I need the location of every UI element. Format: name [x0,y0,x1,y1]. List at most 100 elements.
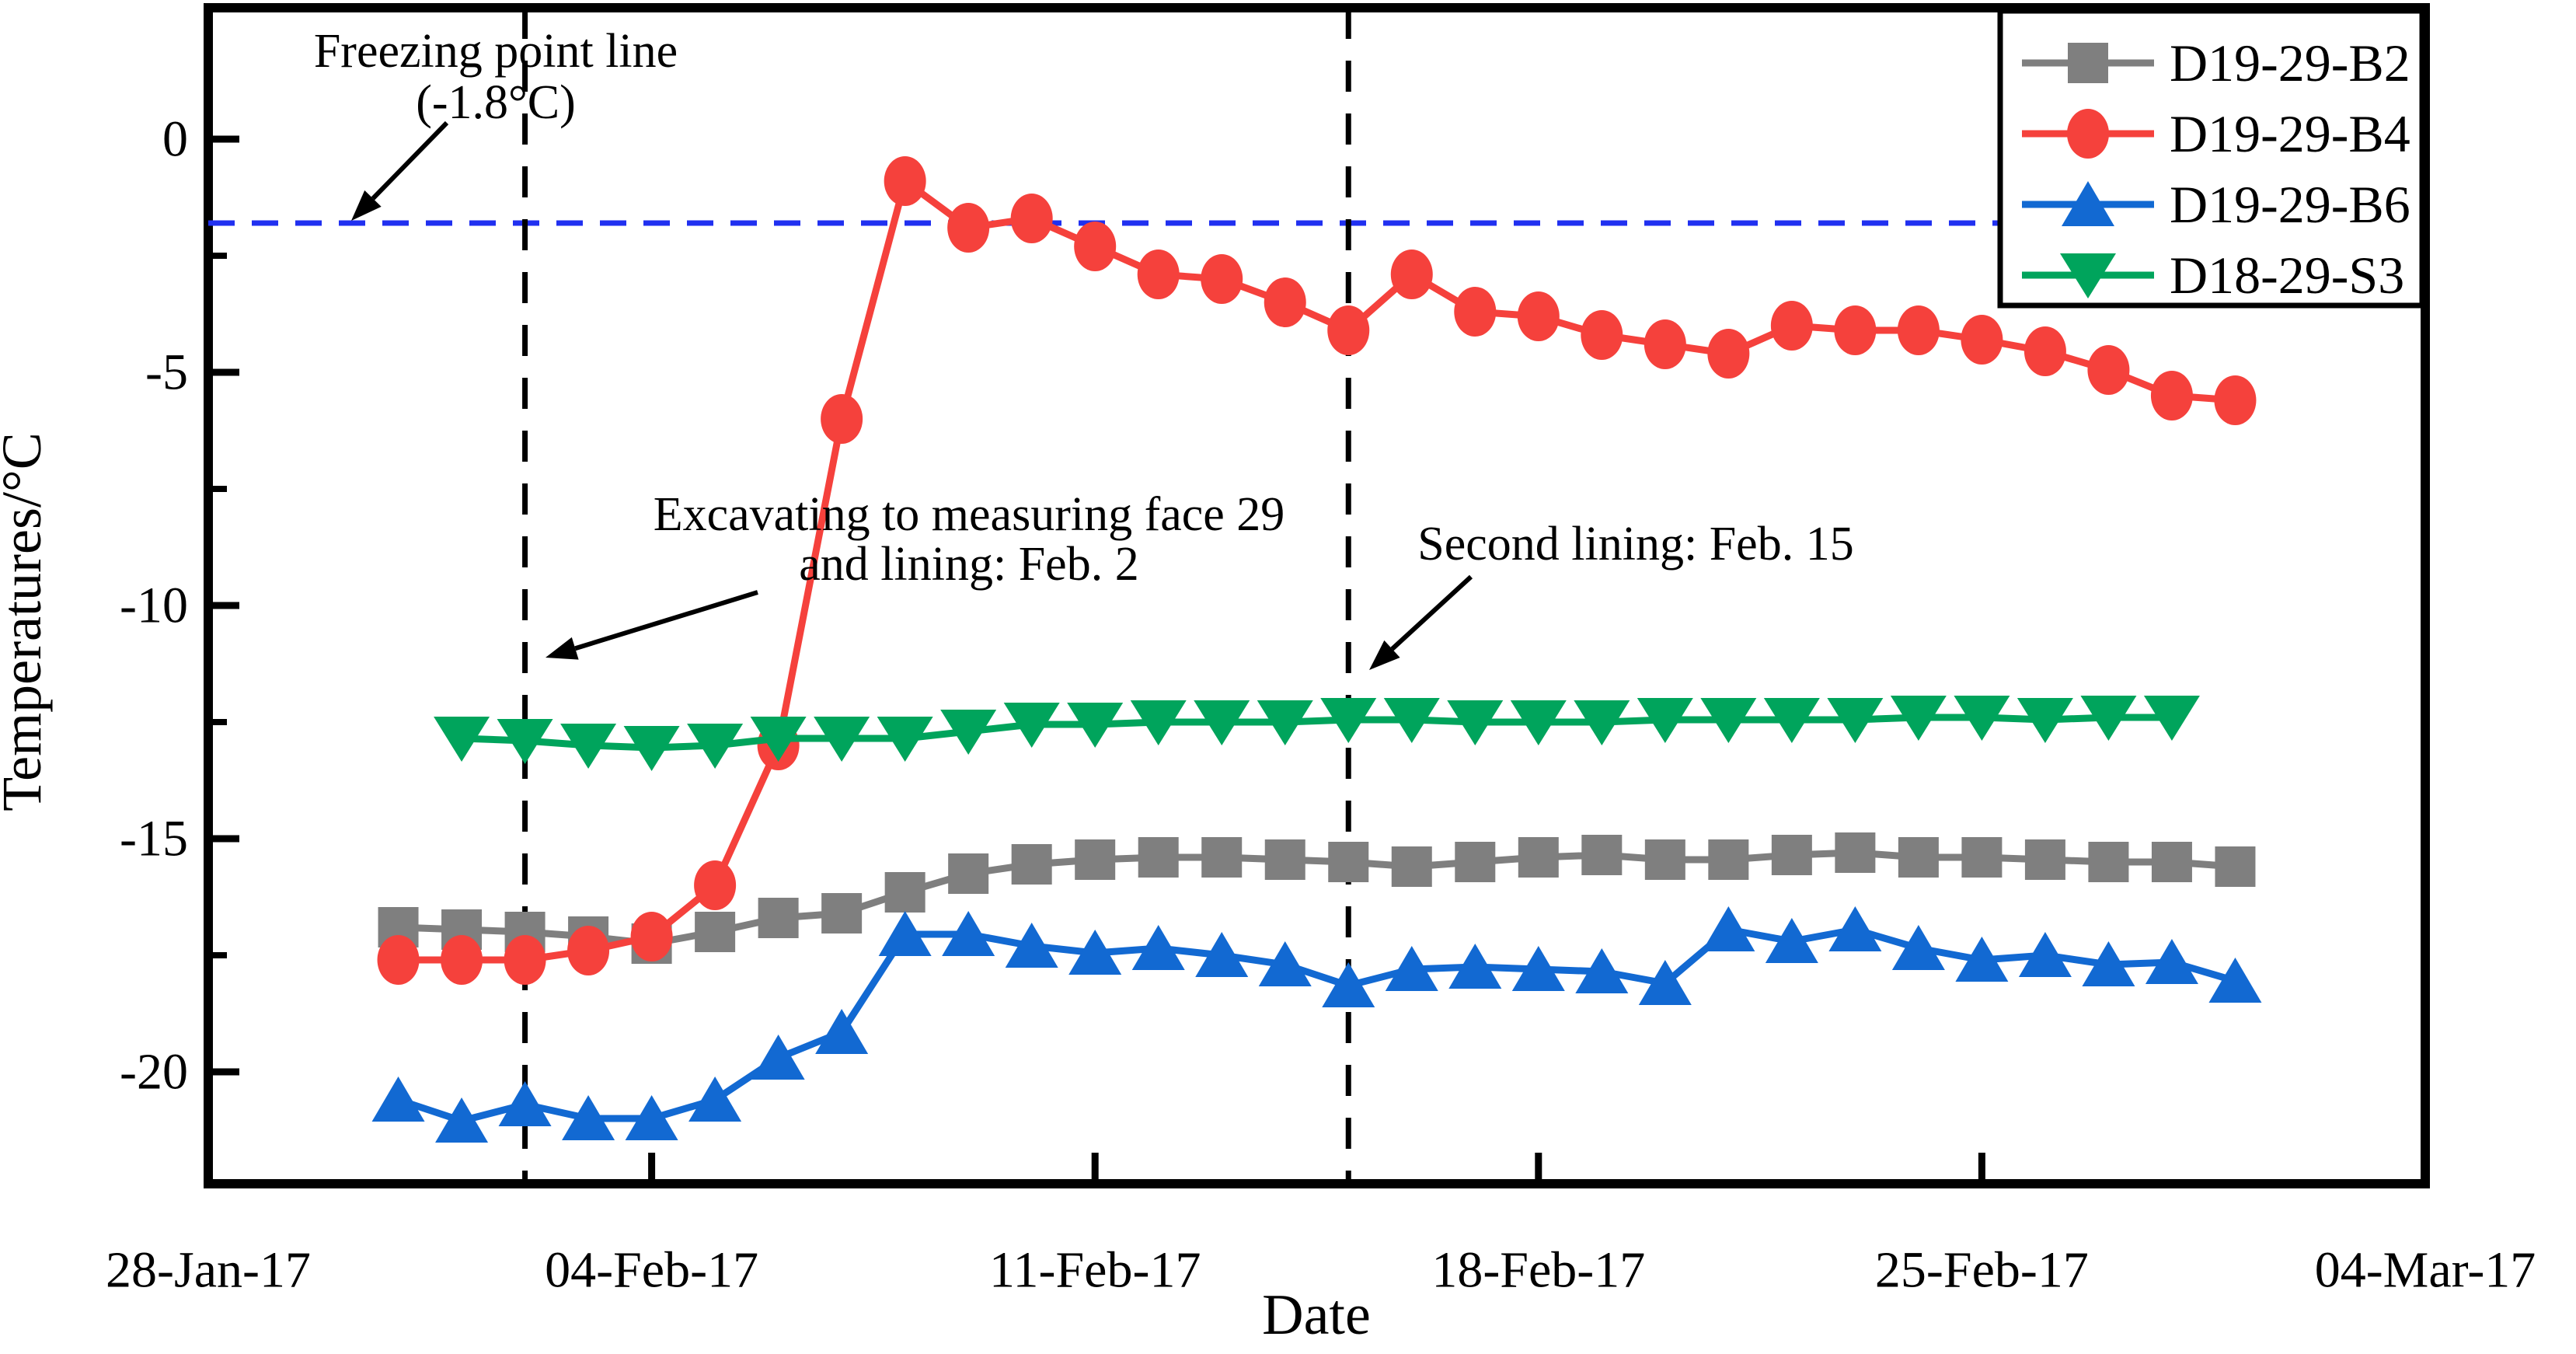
marker-B4 [2024,326,2066,376]
marker-B2 [1264,839,1305,880]
freezing-label-arrow-head [351,190,382,221]
marker-B6 [1068,930,1122,975]
legend-item-B2: D19-29-B2 [2022,33,2410,92]
marker-B2 [948,853,989,894]
marker-B6 [2208,958,2262,1003]
marker-B6 [688,1077,742,1122]
annotations-layer: Freezing point line(-1.8°C) Excavating to… [314,25,1854,670]
marker-B2 [1391,846,1432,887]
excavating-label-text: and lining: Feb. 2 [799,538,1138,591]
marker-B6 [435,1098,489,1143]
marker-B6 [815,1009,869,1054]
marker-B4 [504,935,546,985]
marker-B6 [1322,962,1375,1007]
x-tick-label: 04-Feb-17 [545,1242,758,1299]
marker-B6 [1195,932,1249,977]
excavating-label-arrow-shaft [574,590,758,651]
y-tick-label: -10 [120,578,188,634]
marker-B4 [567,926,610,975]
data-series-layer [371,156,2262,1143]
marker-S3 [623,726,680,771]
marker-B4 [1201,254,1243,304]
series-line-S3 [461,714,2172,752]
x-tick-label: 18-Feb-17 [1431,1242,1645,1299]
marker-B6 [1005,923,1058,968]
marker-B6 [1955,937,2009,982]
marker-S3 [1574,700,1630,745]
marker-B6 [751,1035,805,1080]
legend-layer: D19-29-B2 D19-29-B4 D19-29-B6 D18-29-S3 [1997,8,2425,309]
marker-B6 [1891,925,1945,970]
marker-B4 [1834,305,1877,355]
second-lining-label-text: Second lining: Feb. 15 [1417,518,1853,571]
marker-S3 [1890,696,1947,741]
marker-B2 [884,872,925,913]
marker-B2 [1644,839,1685,880]
legend-label-S3: D18-29-S3 [2170,246,2404,305]
marker-B4 [1010,194,1053,243]
marker-B2 [1708,839,1749,880]
marker-B6 [371,1077,425,1122]
second-lining-label-arrow-head [1369,640,1400,670]
marker-B6 [1638,960,1692,1005]
marker-B4 [1327,305,1370,355]
marker-B6 [1575,948,1629,993]
marker-S3 [940,710,997,755]
marker-S3 [1637,698,1693,743]
freezing-label-arrow-shaft [371,120,449,201]
marker-S3 [1003,703,1060,748]
series-line-B4 [398,177,2236,964]
marker-S3 [497,719,553,764]
marker-B2 [821,893,863,933]
legend-marker-S3 [2060,253,2116,298]
marker-B4 [1390,250,1433,299]
marker-B6 [1828,906,1882,951]
plot-frame-layer [204,3,2430,1188]
freezing-label: Freezing point line(-1.8°C) [314,25,678,221]
marker-S3 [1447,700,1504,745]
marker-B4 [884,156,926,206]
marker-S3 [1954,696,2010,741]
marker-B4 [2087,345,2130,395]
marker-B6 [1448,944,1502,989]
marker-S3 [1383,698,1440,743]
marker-B6 [2082,941,2135,986]
x-tick-label: 04-Mar-17 [2315,1242,2536,1299]
x-tick-label: 28-Jan-17 [106,1242,311,1299]
marker-B6 [942,911,995,956]
marker-B6 [1385,946,1438,991]
marker-B2 [1075,839,1116,880]
axis-ticks-layer: 0 -5 -10 -15 -20 28-Jan-17 04-Feb-17 11-Feb-17 1… [106,111,2536,1299]
second-lining-label-arrow-shaft [1390,574,1473,651]
marker-B6 [2145,939,2198,984]
marker-B6 [625,1095,678,1140]
marker-S3 [434,717,490,762]
marker-B2 [1961,837,2003,878]
marker-B2 [758,898,799,938]
series-line-B2 [398,849,2236,947]
marker-B6 [562,1095,615,1140]
marker-B2 [1518,837,1559,878]
marker-S3 [1827,698,1884,743]
legend-label-B4: D19-29-B4 [2170,104,2410,163]
marker-S3 [877,717,933,762]
marker-B4 [1454,287,1497,337]
freezing-label-text: (-1.8°C) [416,76,576,129]
marker-B4 [821,394,863,444]
marker-B6 [498,1081,552,1126]
marker-B6 [2018,932,2072,977]
legend-marker-B6 [2062,181,2114,226]
freezing-label-text: Freezing point line [314,25,678,78]
marker-B2 [2151,842,2192,882]
marker-B4 [1707,329,1750,379]
marker-B2 [1201,837,1243,878]
marker-B4 [1897,305,1940,355]
marker-B4 [1074,222,1117,271]
series-B4 [377,156,2257,985]
y-tick-label: 0 [162,111,188,168]
marker-B2 [1011,844,1052,885]
marker-B6 [878,911,932,956]
marker-B4 [2214,375,2257,425]
